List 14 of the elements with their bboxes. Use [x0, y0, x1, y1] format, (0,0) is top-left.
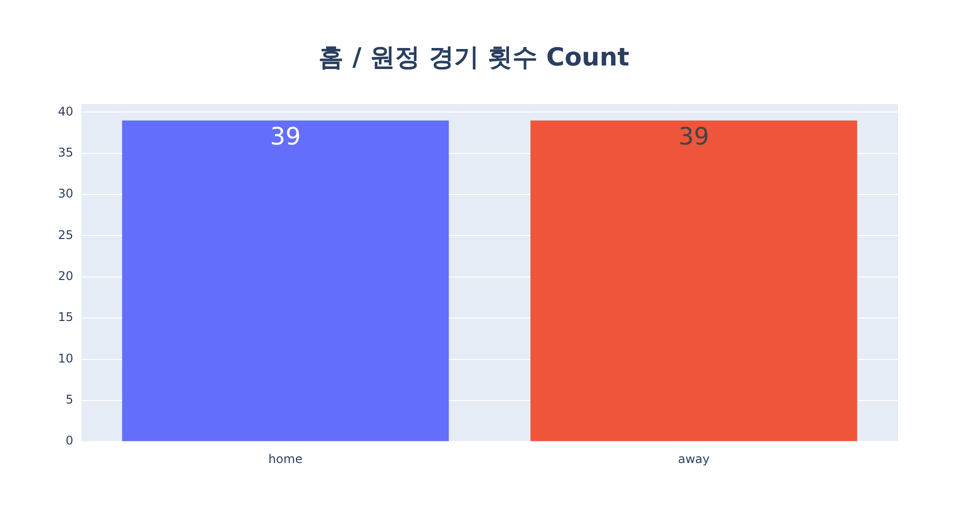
y-tick-label: 0: [66, 434, 74, 448]
y-tick-label: 10: [58, 351, 74, 366]
y-tick-label: 25: [58, 228, 74, 242]
y-tick-label: 5: [66, 392, 74, 407]
data-label: 39: [678, 122, 710, 151]
y-tick-label: 15: [58, 310, 74, 324]
y-tick-label: 20: [58, 269, 74, 284]
x-tick-label: away: [678, 452, 710, 466]
y-tick-label: 35: [58, 146, 74, 160]
y-tick-label: 40: [58, 104, 74, 118]
data-label: 39: [270, 122, 301, 151]
x-tick-label: home: [268, 452, 302, 466]
y-tick-label: 30: [58, 186, 74, 201]
chart-title: 홈 / 원정 경기 횟수 Count: [318, 42, 630, 72]
